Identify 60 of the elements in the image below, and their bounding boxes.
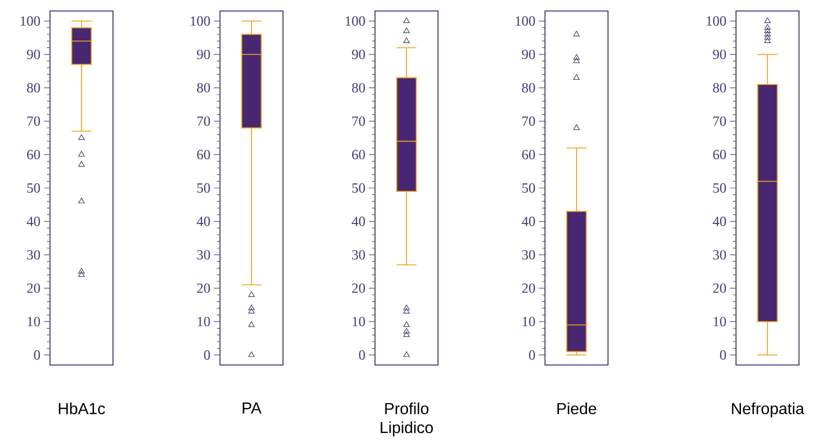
y-tick-label: 70 (197, 116, 210, 126)
y-tick-label: 80 (522, 83, 535, 93)
y-tick-label: 50 (197, 183, 210, 193)
x-tick-label: Nefropatia (732, 402, 804, 418)
y-tick-label: 40 (522, 216, 535, 226)
y-tick-label: 70 (522, 116, 535, 126)
y-tick-label: 100 (706, 16, 726, 26)
y-tick-label: 10 (352, 316, 365, 326)
y-tick-label: 70 (352, 116, 365, 126)
y-tick-label: 40 (26, 216, 40, 226)
y-tick-label: 100 (516, 16, 535, 26)
y-tick-label: 90 (352, 50, 365, 60)
y-tick-label: 10 (28, 316, 40, 326)
y-tick-label: 70 (713, 116, 726, 126)
y-tick-label: 0 (34, 350, 40, 360)
y-tick-label: 100 (190, 16, 210, 26)
y-tick-label: 20 (522, 283, 535, 293)
x-tick-label: HbA1c (58, 402, 105, 414)
y-tick-label: 0 (359, 350, 365, 360)
y-tick-label: 50 (522, 183, 535, 193)
y-tick-label: 60 (713, 150, 726, 160)
y-tick-label: 50 (27, 183, 40, 193)
y-tick-label: 30 (522, 250, 535, 260)
y-tick-label: 60 (352, 150, 365, 160)
y-tick-label: 10 (714, 316, 726, 326)
y-tick-label: 60 (522, 150, 535, 160)
y-tick-label: 40 (196, 216, 210, 226)
y-tick-label: 80 (27, 83, 40, 93)
y-tick-label: 10 (522, 316, 535, 326)
x-tick-label: PA (242, 402, 262, 414)
y-tick-label: 20 (713, 283, 726, 293)
y-tick-label: 20 (197, 283, 210, 293)
y-tick-label: 90 (712, 50, 726, 60)
y-tick-label: 100 (346, 16, 365, 26)
y-tick-label: 60 (27, 150, 40, 160)
y-tick-label: 60 (197, 150, 210, 160)
y-tick-label: 50 (352, 183, 365, 193)
y-tick-label: 90 (26, 50, 40, 60)
x-tick-label: Piede (557, 402, 596, 414)
y-tick-label: 70 (27, 116, 40, 126)
y-tick-label: 0 (204, 350, 210, 360)
y-tick-label: 40 (352, 216, 365, 226)
y-tick-label: 30 (27, 250, 40, 260)
y-tick-label: 0 (720, 350, 726, 360)
y-tick-label: 100 (20, 16, 40, 26)
x-tick-label: Profilo Lipidico (380, 402, 433, 436)
y-tick-label: 10 (198, 316, 210, 326)
y-tick-label: 50 (713, 183, 726, 193)
y-tick-label: 80 (197, 83, 210, 93)
y-tick-label: 20 (27, 283, 40, 293)
y-tick-label: 80 (352, 83, 365, 93)
y-tick-label: 40 (712, 216, 726, 226)
y-tick-label: 20 (352, 283, 365, 293)
y-tick-label: 30 (352, 250, 365, 260)
y-tick-label: 0 (529, 350, 535, 360)
y-tick-label: 30 (197, 250, 210, 260)
y-tick-label: 80 (713, 83, 726, 93)
y-tick-label: 90 (522, 50, 535, 60)
y-tick-label: 90 (196, 50, 210, 60)
y-tick-label: 30 (713, 250, 726, 260)
